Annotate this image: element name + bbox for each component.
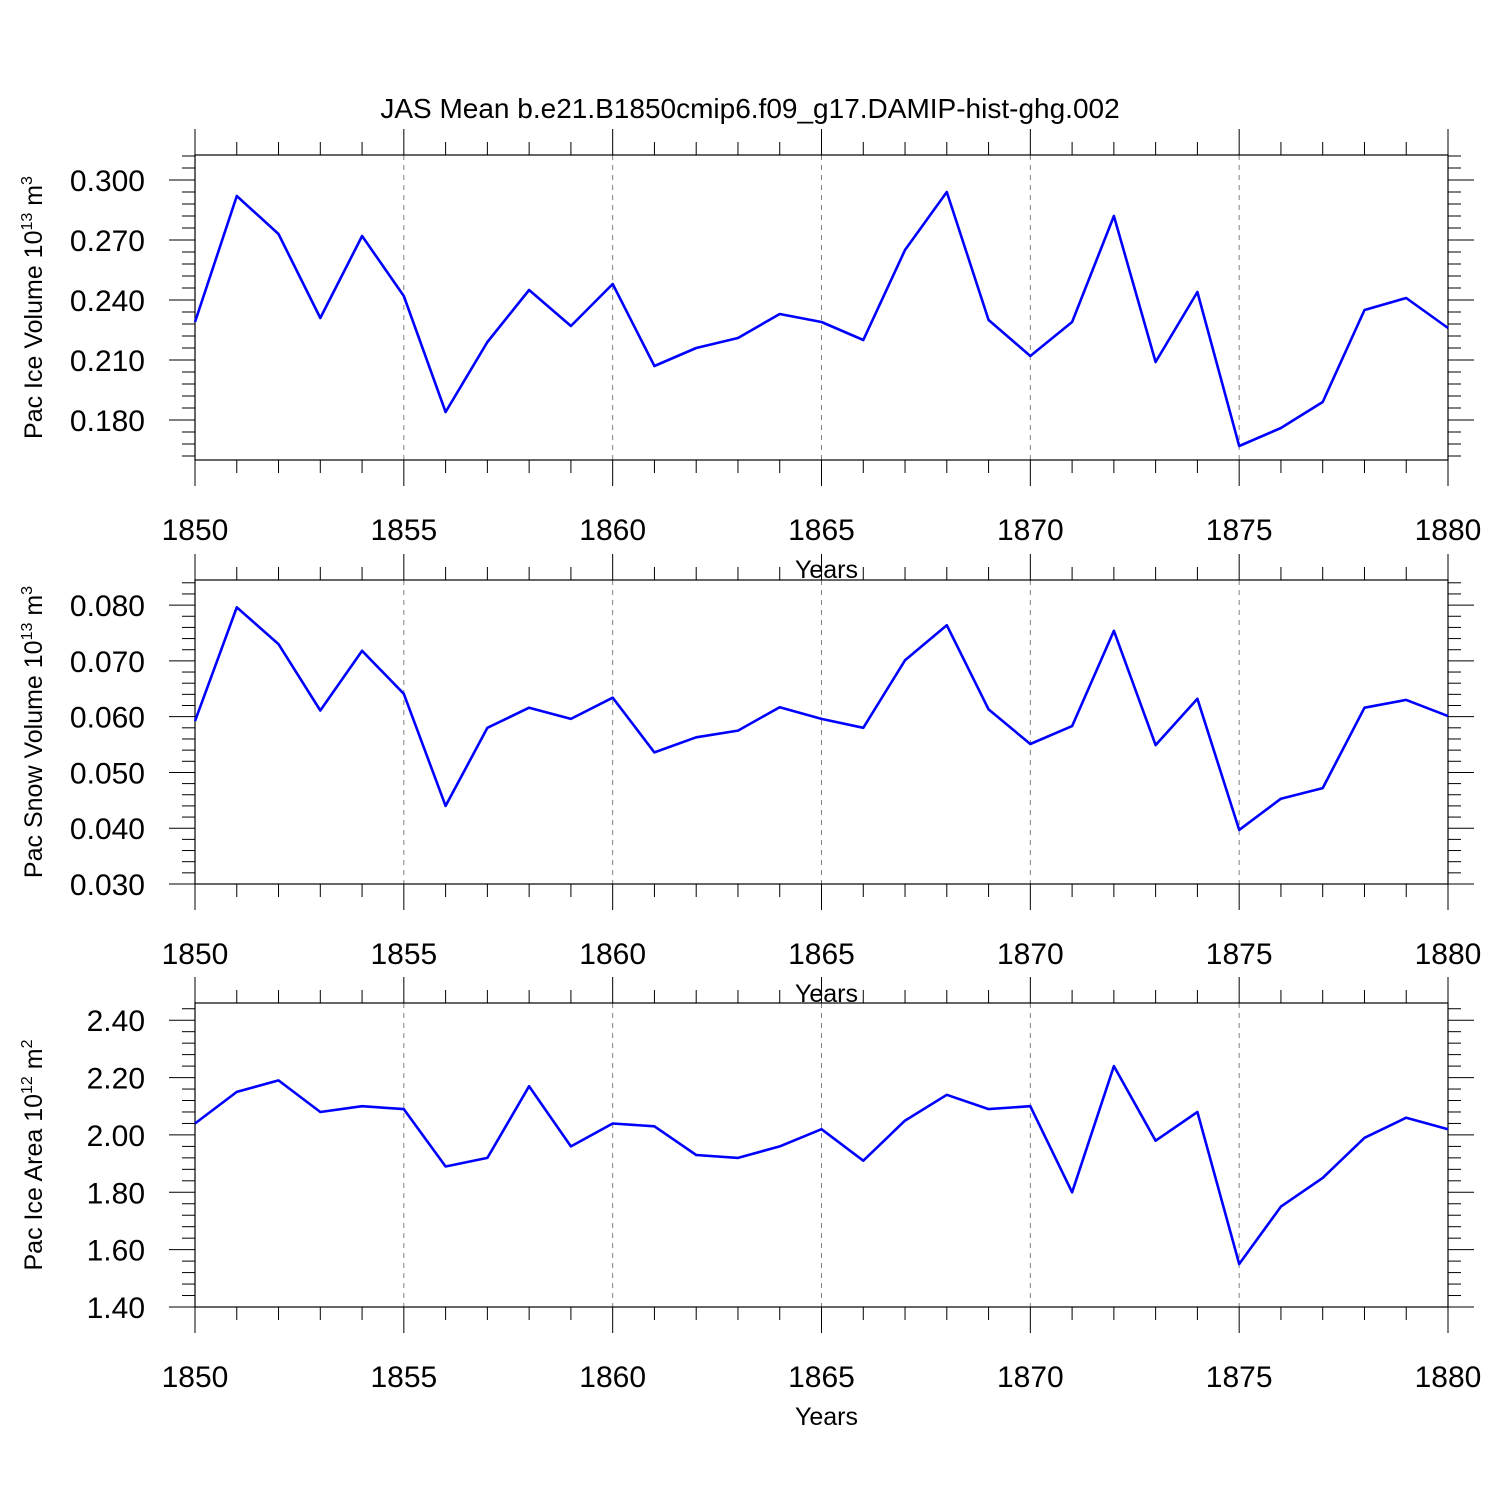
x-tick-label: 1855 (370, 938, 437, 971)
x-tick-label: 1860 (579, 938, 646, 971)
y-tick-label: 0.070 (70, 646, 145, 679)
y-axis-label-part: m (20, 595, 48, 623)
y-tick-label: 2.20 (87, 1063, 145, 1096)
chart-panel-3: 1850 1855 1860 1865 1870 1875 1880 1.40 1.60 1.80… (19, 977, 1481, 1431)
x-tick-label: 1875 (1206, 1361, 1273, 1394)
y-axis-label-part: Pac Snow Volume 10 (20, 640, 48, 878)
series-line (193, 190, 1449, 448)
y-axis-label: Pac Ice Volume 1013 m3 (19, 176, 48, 439)
y-axis-label-superscript: 12 (19, 1076, 36, 1094)
y-tick-label: 0.080 (70, 590, 145, 623)
x-tick-label: 1850 (162, 1361, 229, 1394)
x-tick-label: 1860 (579, 1361, 646, 1394)
y-tick-label: 2.00 (87, 1120, 145, 1153)
x-tick-label: 1850 (162, 514, 229, 547)
figure-title: JAS Mean b.e21.B1850cmip6.f09_g17.DAMIP-… (380, 93, 1119, 124)
x-axis-label: Years (795, 1403, 858, 1431)
panels: 1850 1855 1860 1865 1870 1875 1880 0.180 0.210 0.… (19, 129, 1481, 1431)
y-tick-label: 0.060 (70, 702, 145, 735)
x-tick-label: 1855 (370, 514, 437, 547)
y-axis-label: Pac Snow Volume 1013 m3 (19, 586, 48, 878)
y-tick-label: 0.050 (70, 757, 145, 790)
y-tick-label: 2.40 (87, 1005, 145, 1038)
x-tick-label: 1860 (579, 514, 646, 547)
x-axis-label: Years (795, 980, 858, 1008)
series-line (193, 605, 1449, 832)
x-tick-label: 1875 (1206, 514, 1273, 547)
x-tick-label: 1880 (1415, 938, 1482, 971)
y-axis-label-superscript: 2 (19, 1039, 36, 1048)
y-tick-label: 0.270 (70, 225, 145, 258)
x-tick-label: 1850 (162, 938, 229, 971)
x-axis-label: Years (795, 556, 858, 584)
y-axis-label-superscript: 3 (19, 586, 36, 595)
y-tick-label: 1.40 (87, 1292, 145, 1325)
y-tick-label: 0.240 (70, 285, 145, 318)
y-tick-label: 1.80 (87, 1177, 145, 1210)
y-axis-label-superscript: 13 (19, 623, 36, 641)
x-tick-label: 1855 (370, 1361, 437, 1394)
y-tick-label: 0.210 (70, 345, 145, 378)
x-tick-label: 1870 (997, 1361, 1064, 1394)
x-tick-label: 1870 (997, 938, 1064, 971)
x-tick-label: 1880 (1415, 514, 1482, 547)
y-tick-label: 0.300 (70, 165, 145, 198)
y-axis-label-part: m (20, 185, 48, 213)
x-tick-label: 1865 (788, 938, 855, 971)
series-line (194, 1064, 1449, 1266)
y-axis-label-part: Pac Ice Volume 10 (20, 231, 48, 439)
y-axis-label-superscript: 3 (19, 176, 36, 185)
y-tick-label: 1.60 (87, 1235, 145, 1268)
x-tick-label: 1870 (997, 514, 1064, 547)
x-tick-label: 1865 (788, 1361, 855, 1394)
y-tick-label: 0.030 (70, 869, 145, 902)
x-tick-label: 1875 (1206, 938, 1273, 971)
y-axis-label-part: m (20, 1048, 48, 1076)
y-axis-label-part: Pac Ice Area 10 (20, 1094, 48, 1271)
y-axis-label-superscript: 13 (19, 213, 36, 231)
y-axis-label: Pac Ice Area 1012 m2 (19, 1039, 48, 1270)
chart-panel-1: 1850 1855 1860 1865 1870 1875 1880 0.180 0.210 0.… (19, 129, 1481, 584)
x-tick-label: 1865 (788, 514, 855, 547)
y-tick-label: 0.180 (70, 405, 145, 438)
x-tick-label: 1880 (1415, 1361, 1482, 1394)
y-tick-label: 0.040 (70, 813, 145, 846)
chart-panel-2: 1850 1855 1860 1865 1870 1875 1880 0.030 0.040 0.… (19, 554, 1481, 1008)
